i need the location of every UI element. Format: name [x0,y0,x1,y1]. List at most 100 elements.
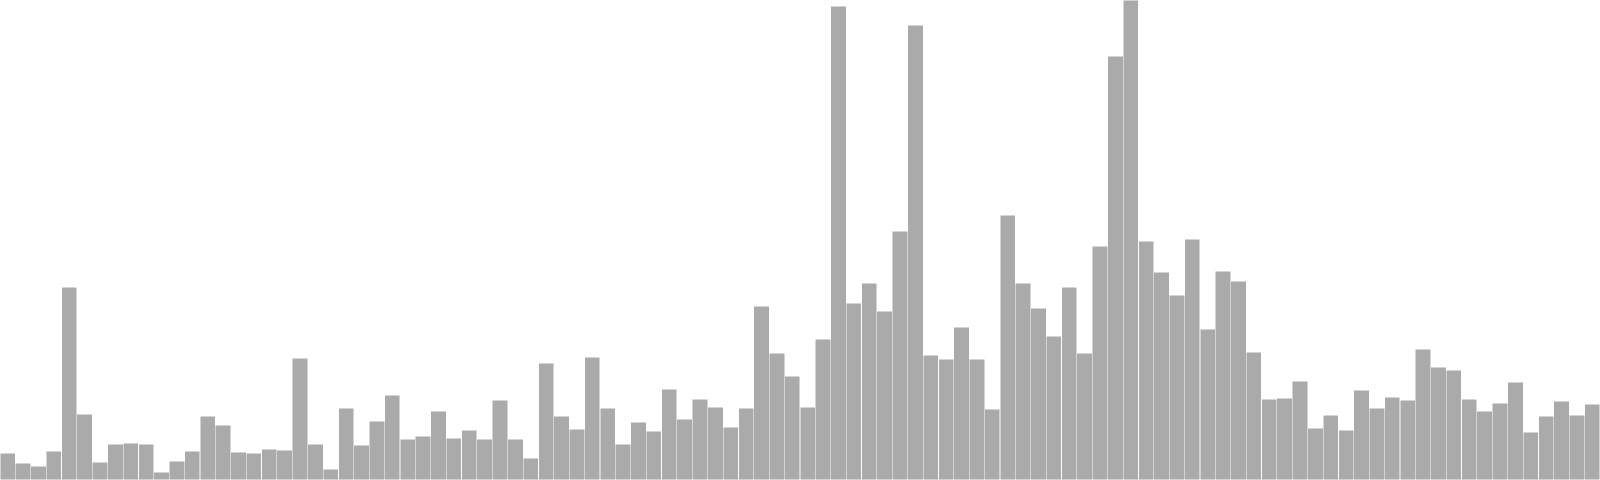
bar-52 [784,375,801,480]
bar-74 [1122,0,1139,480]
bar-17 [245,452,262,480]
bar-56 [845,302,862,480]
bar-14 [199,415,216,480]
bar-28 [415,435,432,480]
bar-96 [1461,398,1478,480]
bar-34 [507,438,524,480]
bar-97 [1476,410,1493,480]
bar-43 [645,430,662,480]
bar-50 [753,305,770,480]
bar-79 [1199,328,1216,480]
bar-73 [1107,55,1124,480]
bar-41 [615,443,632,480]
bar-30 [445,437,462,480]
bar-27 [399,438,416,480]
bar-87 [1322,414,1339,480]
bar-31 [461,429,478,480]
bar-71 [1076,352,1093,480]
bar-53 [799,406,816,480]
bar-61 [922,354,939,480]
bar-1 [0,452,16,480]
bar-7 [92,461,108,480]
bar-102 [1553,400,1570,480]
bar-64 [968,358,985,480]
bar-81 [1230,280,1247,480]
bar-57 [861,282,878,480]
bar-39 [584,356,601,480]
bar-94 [1430,366,1447,480]
bar-95 [1445,369,1462,480]
bar-38 [568,428,585,480]
bar-21 [307,443,324,480]
bar-67 [1015,282,1032,480]
bar-25 [368,420,385,480]
bar-51 [768,352,785,480]
bar-19 [276,449,293,480]
bar-40 [599,407,616,480]
bar-80 [1215,270,1232,480]
bar-93 [1415,348,1432,480]
bar-58 [876,310,893,480]
bar-15 [215,424,232,480]
bar-90 [1368,407,1385,480]
bar-10 [138,443,155,480]
bar-20 [292,357,308,480]
bar-68 [1030,307,1047,480]
bar-104 [1584,403,1600,480]
bar-33 [492,399,508,480]
bar-70 [1061,286,1078,480]
bar-47 [707,406,724,480]
bar-101 [1538,415,1555,480]
bar-6 [76,413,93,480]
bar-29 [430,410,447,480]
bar-3 [30,465,47,480]
bar-8 [107,443,124,480]
bar-36 [538,362,555,480]
bar-13 [184,450,201,480]
bar-2 [15,462,32,480]
bar-12 [168,460,185,480]
bar-98 [1492,402,1508,480]
bar-76 [1153,271,1170,480]
bar-91 [1384,396,1401,480]
bar-54 [815,338,832,480]
bar-89 [1353,389,1370,480]
bar-59 [892,230,908,480]
bar-60 [907,24,924,480]
bar-86 [1307,427,1324,480]
bar-78 [1184,238,1201,480]
bar-46 [692,398,708,480]
bar-55 [830,5,847,480]
bar-83 [1261,398,1278,480]
bar-11 [153,471,170,480]
bar-84 [1276,397,1293,480]
bar-32 [476,438,493,480]
bar-42 [630,421,647,480]
bar-88 [1338,429,1355,480]
bar-23 [338,407,355,480]
bar-63 [953,326,970,480]
bar-100 [1522,431,1539,480]
bar-49 [738,407,755,480]
bar-48 [722,426,739,480]
bar-45 [676,418,693,480]
bar-69 [1045,335,1062,480]
bar-37 [553,415,570,480]
bar-103 [1568,414,1585,480]
bar-66 [999,214,1016,480]
bar-16 [230,451,247,480]
bar-92 [1399,399,1416,480]
bar-35 [522,457,539,480]
bar-82 [1245,351,1262,480]
bar-44 [661,388,678,480]
bar-9 [122,442,139,480]
bar-4 [45,450,62,480]
bar-18 [261,448,278,480]
bar-75 [1138,240,1155,480]
bar-5 [61,286,78,480]
bar-99 [1507,381,1524,480]
bar-62 [938,358,955,480]
